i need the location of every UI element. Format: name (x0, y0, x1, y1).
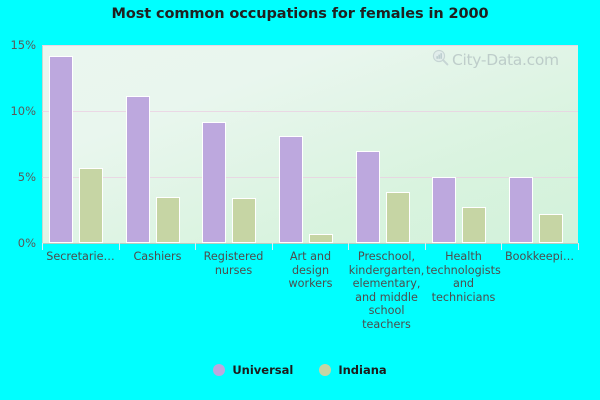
chart-legend: Universal Indiana (0, 363, 600, 377)
bar-indiana-1[interactable] (155, 196, 180, 243)
bar-universal-3[interactable] (279, 136, 303, 243)
x-axis-category-label: Registered nurses (203, 250, 264, 277)
gridline-5% (42, 177, 578, 178)
x-axis-category-label: Secretarie… (46, 250, 115, 263)
bar-universal-0[interactable] (49, 55, 74, 243)
bar-indiana-5[interactable] (462, 207, 487, 243)
x-axis-line (42, 243, 579, 244)
bar-universal-6[interactable] (508, 177, 533, 243)
y-axis-tick-label: 15% (10, 38, 36, 52)
x-axis-category-label: Bookkeepi… (504, 250, 575, 263)
x-axis-tick (425, 243, 426, 250)
y-axis-tick-label: 0% (17, 236, 36, 250)
bar-universal-1[interactable] (125, 96, 150, 243)
bar-indiana-6[interactable] (538, 213, 563, 243)
x-axis-tick (578, 243, 579, 250)
x-axis-category-label: Art and design workers (288, 250, 333, 291)
bar-indiana-3[interactable] (309, 233, 333, 243)
gridline-10% (42, 111, 578, 112)
watermark-text: City-Data.com (452, 50, 559, 69)
x-axis-tick (272, 243, 273, 250)
bar-universal-5[interactable] (432, 177, 457, 243)
legend-label: Indiana (338, 363, 387, 377)
x-axis-category-label: Cashiers (133, 250, 182, 263)
bar-universal-4[interactable] (355, 150, 380, 243)
x-axis-category-label: Health technologists and technicians (426, 250, 501, 304)
x-axis-tick (119, 243, 120, 250)
bar-indiana-0[interactable] (79, 167, 104, 243)
legend-item-universal[interactable]: Universal (213, 363, 293, 377)
legend-item-indiana[interactable]: Indiana (319, 363, 387, 377)
bar-indiana-2[interactable] (232, 198, 257, 243)
y-axis-tick-label: 5% (17, 170, 36, 184)
legend-label: Universal (232, 363, 294, 377)
magnifier-barchart-icon (432, 49, 449, 70)
gridline-15% (42, 45, 578, 46)
y-axis-line (42, 45, 43, 244)
x-axis-tick (195, 243, 196, 250)
watermark: City-Data.com (432, 49, 559, 70)
x-axis-category-label: Preschool, kindergarten, elementary, and… (348, 250, 425, 331)
bar-universal-2[interactable] (202, 121, 227, 243)
chart-title: Most common occupations for females in 2… (111, 6, 489, 22)
y-axis-tick-label: 10% (10, 104, 36, 118)
legend-swatch-icon (213, 364, 226, 376)
plot-area (42, 45, 578, 243)
x-axis-tick (348, 243, 349, 250)
legend-swatch-icon (319, 364, 332, 376)
x-axis-tick (42, 243, 43, 250)
x-axis-tick (501, 243, 502, 250)
bar-indiana-4[interactable] (385, 191, 410, 243)
